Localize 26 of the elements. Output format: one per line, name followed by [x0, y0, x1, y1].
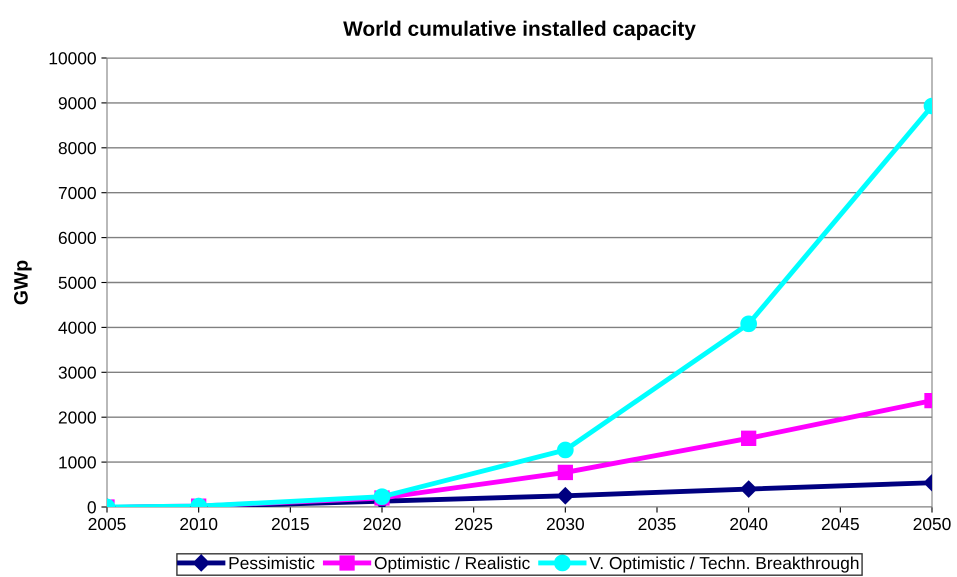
y-tick-label: 2000	[58, 411, 96, 424]
y-axis-title: GWp	[14, 260, 32, 304]
chart-title: World cumulative installed capacity	[343, 20, 696, 40]
x-tick-label: 2010	[180, 518, 218, 530]
x-tick-label: 2015	[272, 518, 309, 530]
y-tick-label: 1000	[59, 456, 96, 469]
y-tick-label: 9000	[58, 97, 96, 110]
y-tick-label: 6000	[58, 232, 96, 244]
y-tick-label: 7000	[58, 186, 96, 200]
y-tick-label: 0	[88, 501, 96, 514]
legend-label: V. Optimistic / Techn. Breakthrough	[589, 556, 858, 573]
x-tick-label: 2050	[914, 518, 951, 530]
x-tick-label: 2020	[364, 518, 401, 530]
legend-label: Optimistic / Realistic	[374, 556, 530, 573]
x-tick-label: 2030	[546, 518, 584, 530]
y-tick-label: 5000	[58, 276, 96, 289]
x-tick-label: 2005	[88, 518, 126, 530]
x-tick-label: 2040	[730, 518, 768, 530]
y-tick-label: 10000	[50, 52, 96, 64]
x-tick-label: 2025	[455, 518, 492, 530]
x-tick-label: 2035	[638, 518, 676, 530]
legend-label: Pessimistic	[230, 556, 314, 570]
x-tick-label: 2045	[822, 518, 859, 530]
y-tick-label: 4000	[58, 322, 96, 334]
y-tick-label: 8000	[58, 142, 96, 154]
y-tick-label: 3000	[58, 366, 96, 379]
